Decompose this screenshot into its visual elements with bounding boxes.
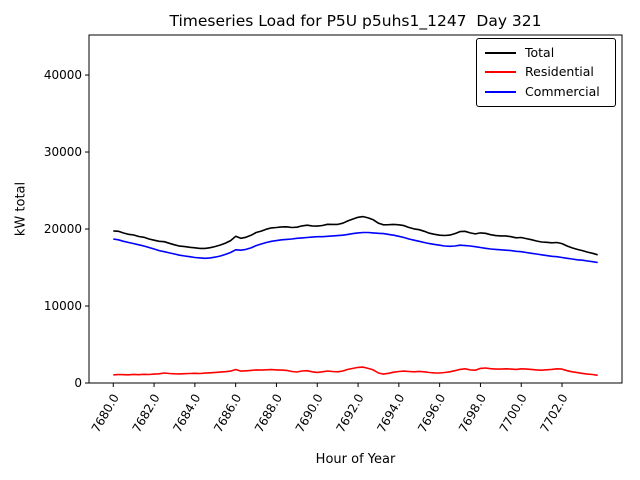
x-tick-label: 7702.0 (538, 392, 571, 435)
legend-item-residential: Residential (485, 66, 607, 79)
series-line-commercial (113, 231, 598, 264)
x-tick-label: 7690.0 (293, 392, 326, 435)
x-axis-label: Hour of Year (315, 452, 396, 467)
chart-title: Timeseries Load for P5U p5uhs1_1247 Day … (169, 12, 542, 30)
legend-label: Total (525, 44, 555, 60)
legend-line-sample (485, 51, 516, 54)
x-tick-label: 7688.0 (252, 392, 285, 435)
legend-line-sample (485, 91, 516, 94)
x-tick-label: 7698.0 (456, 392, 489, 435)
x-tick-label: 7682.0 (130, 392, 163, 435)
y-tick-label: 10000 (44, 299, 82, 313)
x-tick-label: 7680.0 (89, 392, 122, 435)
legend-label: Commercial (525, 83, 600, 99)
legend-line-sample (485, 71, 516, 74)
x-tick-label: 7696.0 (415, 392, 448, 435)
legend: Total Residential Commercial (476, 38, 616, 107)
x-tick-label: 7686.0 (211, 392, 244, 435)
legend-item-total: Total (485, 44, 607, 60)
x-tick-label: 7694.0 (374, 392, 407, 435)
y-tick-label: 40000 (44, 68, 82, 82)
y-axis-label: kW total (13, 181, 29, 237)
series-line-residential (113, 366, 598, 377)
legend-label: Residential (525, 64, 594, 80)
legend-item-commercial: Commercial (485, 83, 607, 99)
x-tick-label: 7692.0 (334, 392, 367, 435)
x-tick-label: 7700.0 (497, 392, 530, 435)
series-line-total (113, 215, 598, 256)
x-tick-label: 7684.0 (170, 392, 203, 435)
y-tick-label: 20000 (44, 222, 82, 236)
y-tick-label: 0 (74, 376, 82, 390)
y-tick-label: 30000 (44, 145, 82, 159)
